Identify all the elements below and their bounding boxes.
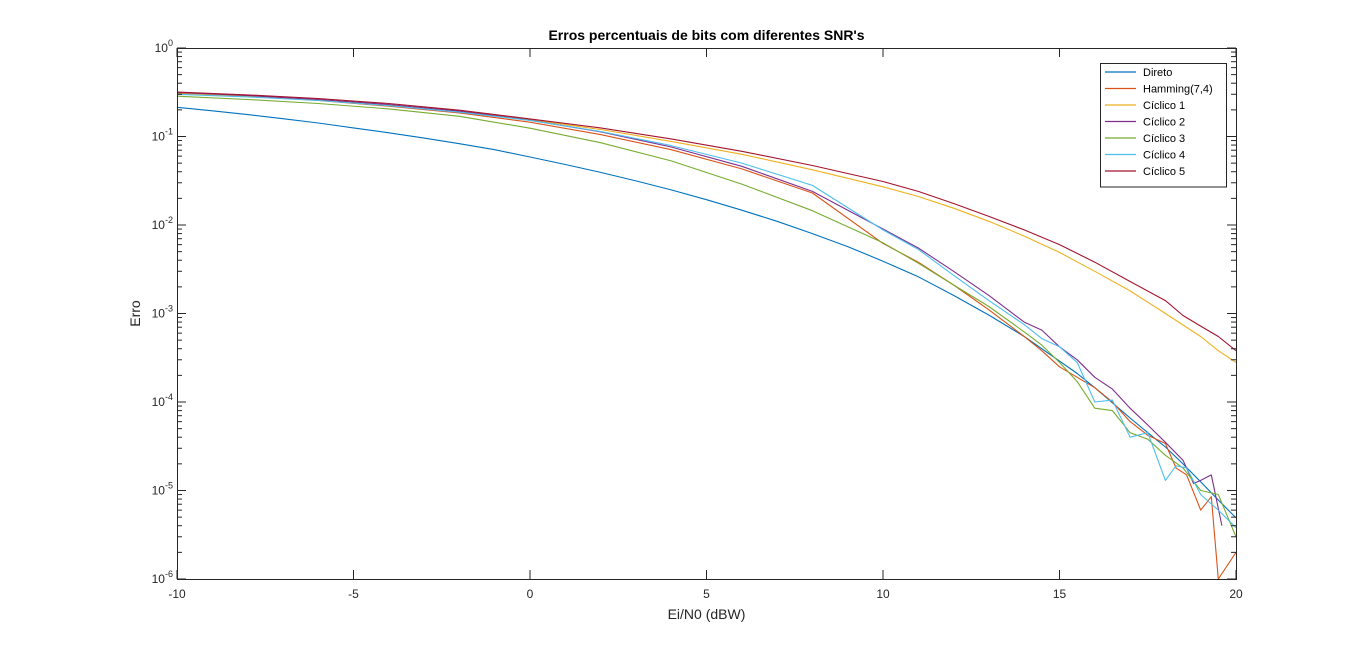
plot-area [177, 48, 1236, 579]
x-tick-label: 5 [703, 587, 710, 601]
y-tick-exponent: -2 [165, 215, 173, 225]
legend-label-7: Cíclico 5 [1143, 166, 1185, 178]
x-tick-label: -10 [168, 587, 186, 601]
legend: Direto Hamming(7,4) Cíclico 1 Cíclico 2 Cícl… [1100, 63, 1227, 188]
legend-box [1100, 63, 1227, 188]
x-tick-label: 20 [1229, 587, 1243, 601]
legend-label-4: Cíclico 2 [1143, 117, 1185, 129]
legend-label-5: Cíclico 3 [1143, 133, 1185, 145]
legend-label-1: Direto [1143, 67, 1172, 79]
x-tick-label: 15 [1053, 587, 1067, 601]
x-axis-label: Ei/N0 (dBW) [668, 606, 746, 622]
series-layer [177, 91, 1236, 579]
series-line-1 [177, 106, 1236, 519]
series-line-2 [177, 92, 1236, 579]
series-line-4 [177, 91, 1223, 526]
y-tick-exponent: -3 [165, 304, 173, 314]
series-line-7 [177, 91, 1236, 352]
series-line-6 [177, 93, 1236, 529]
y-tick-exponent: 0 [168, 38, 173, 48]
legend-label-2: Hamming(7,4) [1143, 84, 1213, 96]
x-tick-label: 10 [876, 587, 890, 601]
y-tick-exponent: -4 [165, 392, 173, 402]
legend-label-6: Cíclico 4 [1143, 150, 1185, 162]
y-tick-exponent: -1 [165, 127, 173, 137]
y-axis-label: Erro [127, 300, 143, 327]
x-tick-label: 0 [527, 587, 534, 601]
y-tick-exponent: -5 [165, 481, 173, 491]
series-group [177, 91, 1236, 579]
chart-title: Erros percentuais de bits com diferentes… [548, 27, 864, 43]
legend-label-3: Cíclico 1 [1143, 100, 1185, 112]
y-tick-exponent: -6 [165, 569, 173, 579]
x-tick-label: -5 [348, 587, 359, 601]
series-line-5 [177, 95, 1236, 538]
